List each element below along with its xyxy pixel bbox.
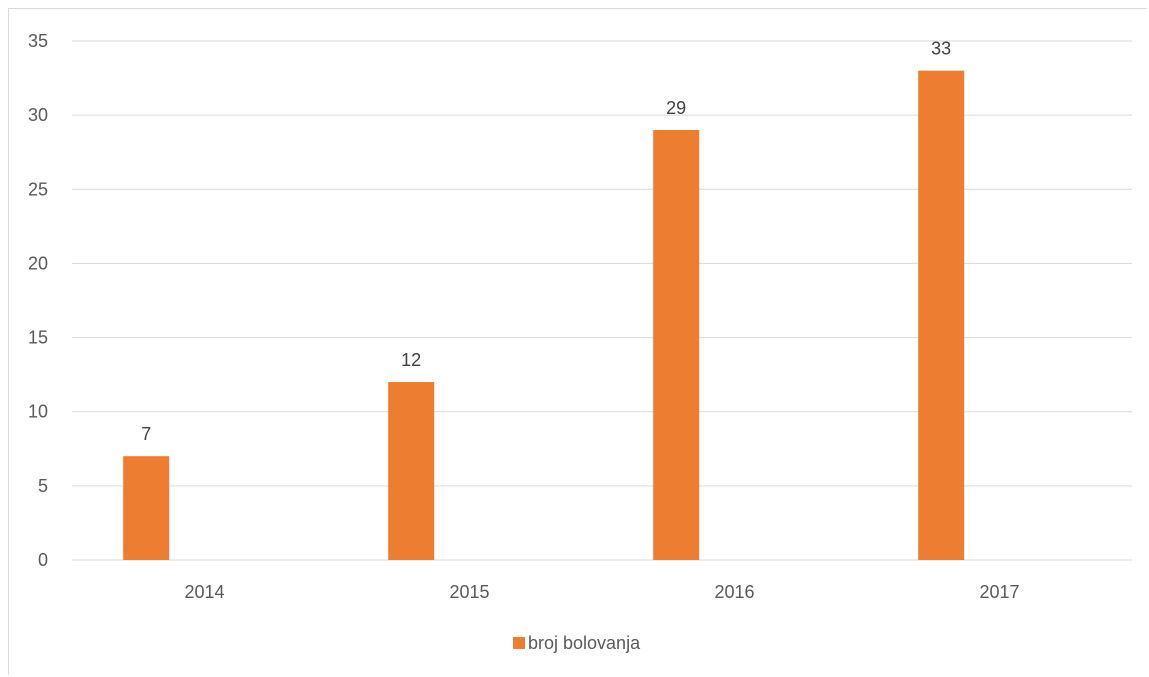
y-tick-label: 15 <box>28 328 48 348</box>
gridlines <box>72 40 1132 561</box>
data-labels: 7 12 29 33 <box>141 39 951 445</box>
data-label-2015: 12 <box>401 350 421 370</box>
x-axis-tick-labels: 2014 2015 2016 2017 <box>184 582 1019 602</box>
x-tick-label-2016: 2016 <box>714 582 754 602</box>
y-tick-label: 0 <box>38 550 48 570</box>
y-tick-label: 25 <box>28 179 48 199</box>
bar-2015 <box>388 382 435 560</box>
y-tick-label: 20 <box>28 253 48 273</box>
data-label-2016: 29 <box>666 98 686 118</box>
data-label-2017: 33 <box>931 39 951 59</box>
bar-2017 <box>918 70 965 561</box>
y-tick-label: 30 <box>28 105 48 125</box>
bar-2014 <box>123 456 170 560</box>
x-tick-label-2014: 2014 <box>184 582 224 602</box>
y-tick-label: 35 <box>28 31 48 51</box>
data-label-2014: 7 <box>141 424 151 444</box>
y-axis-tick-labels: 0 5 10 15 20 25 30 35 <box>28 31 48 570</box>
x-tick-label-2015: 2015 <box>449 582 489 602</box>
bar-2016 <box>653 129 700 560</box>
y-tick-label: 5 <box>38 476 48 496</box>
legend-swatch <box>513 637 525 649</box>
legend-label: broj bolovanja <box>528 633 641 653</box>
legend: broj bolovanja <box>513 633 641 653</box>
x-tick-label-2017: 2017 <box>979 582 1019 602</box>
bars <box>123 70 965 561</box>
y-tick-label: 10 <box>28 402 48 422</box>
